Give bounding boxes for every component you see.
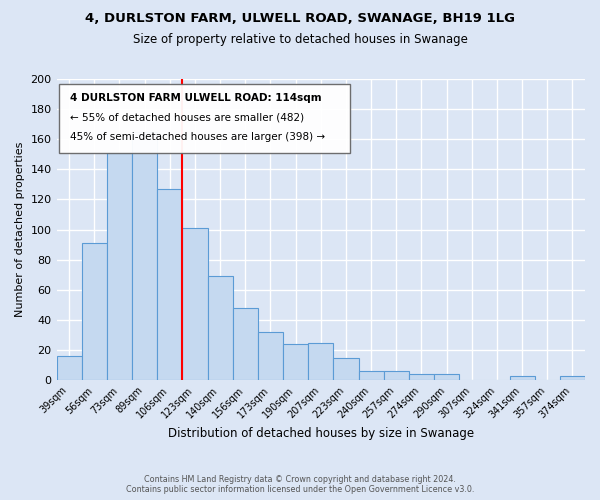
Bar (509, 376, 535, 380)
Bar (434, 374, 459, 380)
Bar (308, 342, 334, 380)
X-axis label: Distribution of detached houses by size in Swanage: Distribution of detached houses by size … (168, 427, 474, 440)
Text: ← 55% of detached houses are smaller (482): ← 55% of detached houses are smaller (48… (70, 112, 304, 122)
Text: 45% of semi-detached houses are larger (398) →: 45% of semi-detached houses are larger (… (70, 132, 325, 141)
Bar (409, 374, 434, 380)
Bar (233, 308, 258, 380)
Bar (334, 358, 359, 380)
Bar (359, 371, 383, 380)
Bar (157, 189, 182, 380)
Bar (258, 332, 283, 380)
Text: Contains HM Land Registry data © Crown copyright and database right 2024.
Contai: Contains HM Land Registry data © Crown c… (126, 474, 474, 494)
Bar (82, 243, 107, 380)
Bar (383, 371, 409, 380)
Bar (107, 153, 132, 380)
Text: Size of property relative to detached houses in Swanage: Size of property relative to detached ho… (133, 32, 467, 46)
Bar (182, 228, 208, 380)
Y-axis label: Number of detached properties: Number of detached properties (15, 142, 25, 318)
Bar (208, 276, 233, 380)
Text: 4 DURLSTON FARM ULWELL ROAD: 114sqm: 4 DURLSTON FARM ULWELL ROAD: 114sqm (70, 92, 322, 102)
Bar (283, 344, 308, 380)
Bar (132, 132, 157, 380)
Bar (56, 356, 82, 380)
FancyBboxPatch shape (59, 84, 350, 153)
Text: 4, DURLSTON FARM, ULWELL ROAD, SWANAGE, BH19 1LG: 4, DURLSTON FARM, ULWELL ROAD, SWANAGE, … (85, 12, 515, 26)
Bar (560, 376, 585, 380)
